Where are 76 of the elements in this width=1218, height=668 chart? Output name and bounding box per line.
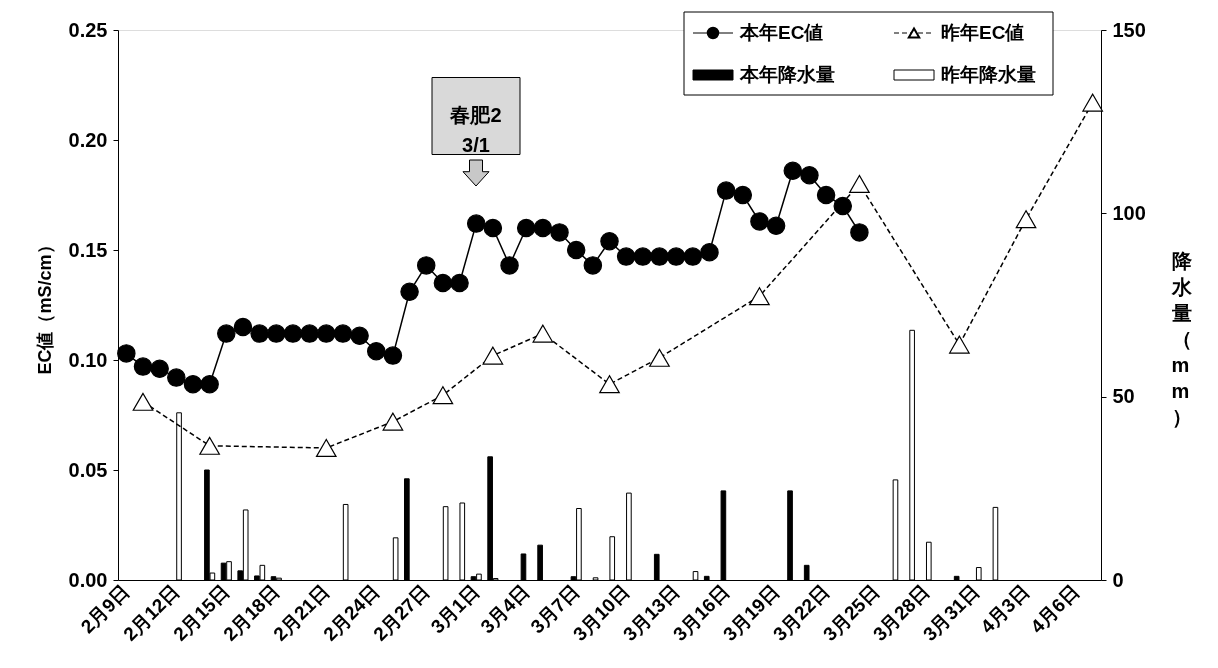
point (133, 357, 153, 376)
point (633, 247, 653, 266)
point (833, 196, 853, 216)
point (433, 273, 453, 293)
legend-label: 昨年降水量 (941, 64, 1036, 85)
point (800, 165, 819, 185)
point (566, 240, 586, 260)
point (333, 324, 353, 343)
point (600, 231, 619, 251)
point (400, 282, 419, 302)
point (816, 185, 836, 205)
point (683, 247, 703, 266)
legend-label: 昨年EC値 (941, 22, 1025, 43)
y2-tick-label: 150 (1112, 18, 1146, 41)
point (366, 341, 386, 361)
y-tick-label: 0.05 (68, 458, 108, 481)
point (450, 273, 469, 293)
y-tick-label: 0.20 (68, 128, 108, 151)
point (766, 216, 786, 236)
point (350, 326, 369, 346)
point (382, 412, 404, 431)
point (300, 324, 319, 343)
point (482, 346, 504, 365)
point (233, 317, 253, 337)
point (466, 214, 486, 233)
point (733, 185, 753, 205)
point (949, 335, 970, 354)
point (749, 287, 770, 306)
point (716, 181, 736, 200)
point (383, 346, 403, 365)
point (650, 247, 669, 266)
point (1015, 210, 1037, 229)
point (1082, 93, 1104, 112)
point (183, 374, 203, 394)
point (666, 247, 686, 266)
point (750, 212, 769, 231)
point (616, 247, 636, 266)
point (250, 324, 269, 343)
point (200, 374, 219, 394)
point (500, 256, 519, 275)
point (599, 375, 620, 394)
point (315, 438, 337, 458)
legend-label: 本年EC値 (739, 22, 824, 43)
point (516, 218, 536, 238)
point (700, 242, 719, 262)
y-tick-label: 0.10 (68, 348, 108, 371)
y2-axis-title: 降水量（mm） (1170, 249, 1193, 428)
point (117, 344, 136, 363)
point (533, 218, 553, 238)
y2-tick-label: 100 (1112, 201, 1146, 224)
y-tick-label: 0.00 (68, 568, 108, 591)
point (150, 359, 169, 379)
point (583, 256, 603, 275)
point (649, 348, 670, 367)
point (416, 256, 436, 275)
y2-tick-label: 0 (1112, 568, 1124, 591)
point (217, 324, 236, 343)
point (199, 436, 220, 455)
point (167, 368, 186, 387)
point (132, 392, 154, 411)
point (317, 324, 336, 343)
y2-tick-label: 50 (1112, 385, 1135, 408)
point (783, 161, 803, 181)
y-axis-title: EC値（mS/cm） (34, 236, 55, 375)
point (849, 174, 870, 194)
point (532, 324, 554, 343)
annotation: 春肥2 3/1 (449, 104, 502, 156)
point (283, 324, 303, 343)
y-tick-label: 0.25 (68, 18, 108, 41)
point (267, 324, 286, 343)
point (850, 223, 869, 242)
legend-label: 本年降水量 (739, 64, 835, 85)
point (483, 218, 503, 238)
point (550, 223, 569, 242)
y-tick-label: 0.15 (68, 238, 108, 261)
point (432, 386, 454, 405)
